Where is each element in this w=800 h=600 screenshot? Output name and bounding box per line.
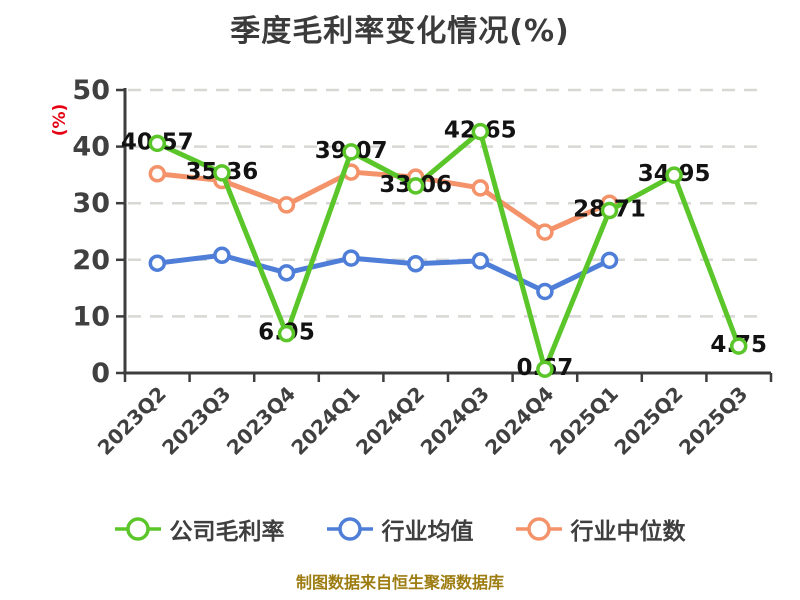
y-tick-label: 30 bbox=[72, 188, 110, 219]
data-point[interactable] bbox=[729, 337, 748, 355]
data-point[interactable] bbox=[148, 165, 167, 183]
data-point[interactable] bbox=[471, 179, 490, 197]
legend-label: 行业中位数 bbox=[570, 519, 686, 545]
data-point[interactable] bbox=[342, 249, 360, 267]
x-tick-label: 2024Q1 bbox=[286, 382, 364, 460]
series-line-0 bbox=[154, 129, 742, 372]
x-tick-label: 2024Q3 bbox=[416, 382, 494, 460]
legend-item-company-margin[interactable]: 公司毛利率 bbox=[114, 512, 285, 546]
series-line-2 bbox=[154, 169, 612, 235]
data-point[interactable] bbox=[277, 324, 296, 343]
legend-line-circle-icon bbox=[326, 517, 373, 541]
x-tick-label: 2025Q1 bbox=[545, 382, 623, 460]
data-point[interactable] bbox=[471, 122, 490, 141]
x-tick-label: 2024Q4 bbox=[480, 382, 558, 460]
legend: 公司毛利率 行业均值 行业中位数 bbox=[0, 512, 800, 546]
data-point[interactable] bbox=[536, 282, 554, 301]
y-tick-label: 0 bbox=[91, 358, 110, 389]
y-tick-label: 40 bbox=[72, 132, 110, 163]
data-point[interactable] bbox=[277, 264, 296, 282]
series-line-1 bbox=[154, 252, 612, 294]
data-point[interactable] bbox=[600, 201, 619, 220]
data-point[interactable] bbox=[213, 246, 231, 265]
data-point[interactable] bbox=[148, 254, 167, 272]
data-point[interactable] bbox=[600, 251, 619, 270]
legend-item-industry-average[interactable]: 行业均值 bbox=[326, 512, 474, 546]
x-tick-label: 2023Q3 bbox=[157, 382, 235, 460]
x-tick-label: 2023Q2 bbox=[93, 382, 171, 460]
data-point[interactable] bbox=[406, 177, 425, 195]
data-source-note: 制图数据来自恒生聚源数据库 bbox=[295, 573, 504, 592]
data-point[interactable] bbox=[148, 134, 167, 153]
x-tick-label: 2025Q2 bbox=[609, 382, 687, 460]
y-tick-label: 20 bbox=[72, 245, 110, 276]
y-tick-label: 10 bbox=[72, 301, 110, 332]
x-tick-label: 2024Q2 bbox=[351, 382, 429, 460]
data-point[interactable] bbox=[406, 255, 425, 273]
x-tick-label: 2023Q4 bbox=[222, 382, 300, 460]
x-tick-label: 2025Q3 bbox=[674, 382, 752, 460]
legend-label: 公司毛利率 bbox=[169, 519, 285, 545]
data-point[interactable] bbox=[536, 360, 554, 378]
y-tick-label: 50 bbox=[72, 75, 110, 106]
data-point[interactable] bbox=[665, 166, 683, 184]
data-point[interactable] bbox=[536, 223, 554, 241]
legend-line-circle-icon bbox=[114, 517, 161, 541]
legend-label: 行业均值 bbox=[381, 519, 474, 545]
data-point[interactable] bbox=[342, 143, 360, 161]
data-point[interactable] bbox=[277, 196, 296, 214]
chart-title: 季度毛利率变化情况(%) bbox=[230, 14, 570, 49]
line-chart-plot: 010203040502023Q22023Q32023Q42024Q12024Q… bbox=[72, 75, 773, 460]
legend-item-industry-median[interactable]: 行业中位数 bbox=[515, 512, 686, 546]
legend-line-circle-icon bbox=[515, 517, 562, 541]
data-point[interactable] bbox=[471, 252, 490, 270]
data-point[interactable] bbox=[213, 164, 231, 182]
